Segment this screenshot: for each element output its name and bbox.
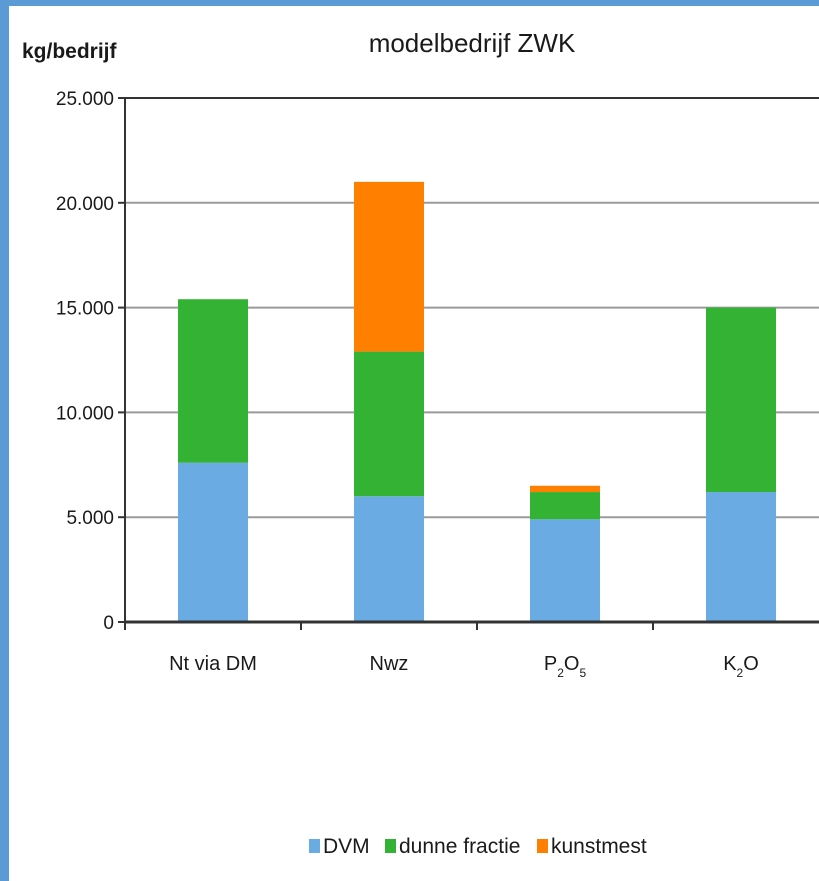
y-tick-label: 20.000 — [56, 194, 114, 215]
y-tick-label: 15.000 — [56, 299, 114, 320]
y-tick-label: 0 — [103, 613, 114, 634]
bar-segment-dvm — [354, 496, 424, 622]
bar-segment-kunstmest — [354, 181, 424, 352]
legend-label: dunne fractie — [399, 835, 520, 858]
bar-segment-dvm — [706, 492, 776, 622]
legend-item: kunstmest — [537, 835, 647, 858]
bar-segment-kunstmest — [530, 485, 600, 493]
category-label: P2O5 — [544, 653, 587, 680]
bar-segment-dvm — [178, 462, 248, 622]
bar-stacks — [178, 181, 776, 622]
legend-swatch — [385, 839, 396, 853]
bar-segment-dunne-fractie — [354, 351, 424, 497]
category-label: K2O — [723, 653, 759, 680]
legend-item: dunne fractie — [385, 835, 520, 858]
category-label: Nt via DM — [169, 653, 257, 675]
chart-title: modelbedrijf ZWK — [369, 28, 576, 58]
bar-segment-dunne-fractie — [706, 307, 776, 493]
legend-item: DVM — [309, 835, 370, 858]
legend-swatch — [537, 839, 548, 853]
legend-label: DVM — [323, 835, 370, 858]
y-tick-labels: 0 5.000 10.000 15.000 20.000 25.000 — [56, 89, 114, 634]
bar-segment-dunne-fractie — [530, 492, 600, 520]
y-tick-label: 5.000 — [66, 508, 114, 529]
y-tick-label: 10.000 — [56, 403, 114, 424]
bar-segment-dvm — [530, 519, 600, 622]
bar-segment-dunne-fractie — [178, 299, 248, 463]
y-axis-label: kg/bedrijf — [22, 40, 118, 63]
legend: DVM dunne fractie kunstmest — [309, 835, 647, 858]
legend-label: kunstmest — [551, 835, 647, 858]
legend-swatch — [309, 839, 320, 853]
category-label: Nwz — [370, 653, 409, 675]
y-tick-label: 25.000 — [56, 89, 114, 110]
axes — [124, 97, 819, 630]
category-labels: Nt via DM Nwz P2O5 K2O — [169, 653, 759, 680]
